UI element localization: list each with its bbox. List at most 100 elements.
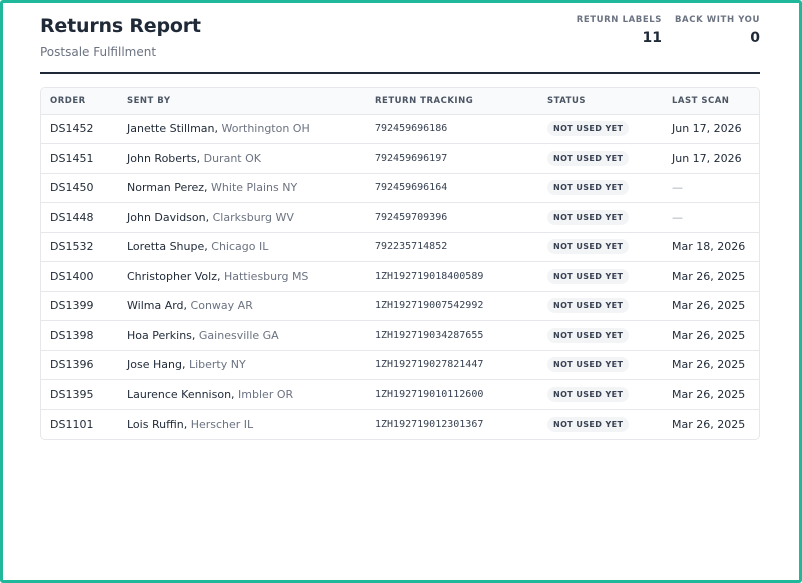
- return-tracking-number[interactable]: 792459696186: [375, 123, 448, 135]
- sender-comma: ,: [205, 210, 213, 224]
- return-tracking-number[interactable]: 1ZH192719027821447: [375, 359, 484, 371]
- order-id[interactable]: DS1400: [50, 269, 94, 283]
- table-row[interactable]: DS1451 John Roberts, Durant OK 79245969619…: [41, 144, 759, 174]
- column-header-sent-by[interactable]: SENT BY: [118, 88, 366, 115]
- status-badge: NOT USED YET: [547, 239, 630, 255]
- table-row[interactable]: DS1399 Wilma Ard, Conway AR 1ZH19271900754…: [41, 291, 759, 321]
- sender-name: John Davidson: [127, 210, 206, 224]
- sender-name: Christopher Volz: [127, 269, 217, 283]
- return-tracking-number[interactable]: 1ZH192719012301367: [375, 418, 484, 430]
- last-scan-date: Mar 26, 2025: [672, 269, 746, 283]
- order-id[interactable]: DS1398: [50, 328, 94, 342]
- last-scan-date: Jun 17, 2026: [672, 122, 742, 136]
- status-cell: NOT USED YET: [538, 144, 663, 174]
- column-header-last-scan[interactable]: LAST SCAN: [663, 88, 759, 115]
- order-id[interactable]: DS1448: [50, 210, 94, 224]
- order-id[interactable]: DS1532: [50, 240, 94, 254]
- sender-comma: ,: [214, 122, 222, 136]
- return-tracking-number[interactable]: 792459696164: [375, 182, 448, 194]
- status-badge: NOT USED YET: [547, 180, 630, 196]
- return-tracking-number[interactable]: 1ZH192719034287655: [375, 329, 484, 341]
- status-badge: NOT USED YET: [547, 209, 630, 225]
- sender-name: Laurence Kennison: [127, 387, 232, 401]
- table-row[interactable]: DS1101 Lois Ruffin, Herscher IL 1ZH1927190…: [41, 409, 759, 439]
- sent-by-cell: Loretta Shupe, Chicago IL: [118, 232, 366, 262]
- return-tracking-number[interactable]: 1ZH192719018400589: [375, 270, 484, 282]
- last-scan-date: —: [672, 181, 683, 195]
- sender-name: Janette Stillman: [127, 122, 215, 136]
- sender-comma: ,: [183, 417, 191, 431]
- page-title: Returns Report: [40, 15, 201, 37]
- status-badge: NOT USED YET: [547, 327, 630, 343]
- column-header-return-tracking[interactable]: RETURN TRACKING: [366, 88, 538, 115]
- sent-by-cell: John Roberts, Durant OK: [118, 144, 366, 174]
- sent-by-cell: Norman Perez, White Plains NY: [118, 173, 366, 203]
- status-badge: NOT USED YET: [547, 268, 630, 284]
- table-row[interactable]: DS1450 Norman Perez, White Plains NY 79245…: [41, 173, 759, 203]
- status-badge: NOT USED YET: [547, 357, 630, 373]
- last-scan-date: Mar 26, 2025: [672, 387, 746, 401]
- table-row[interactable]: DS1452 Janette Stillman, Worthington OH 79…: [41, 114, 759, 144]
- page-subtitle: Postsale Fulfillment: [40, 45, 157, 59]
- status-badge: NOT USED YET: [547, 298, 630, 314]
- return-tracking-number[interactable]: 1ZH192719010112600: [375, 388, 484, 400]
- sender-comma: ,: [196, 151, 204, 165]
- sender-name: Loretta Shupe: [127, 240, 205, 254]
- sender-comma: ,: [183, 299, 191, 313]
- sent-by-cell: Christopher Volz, Hattiesburg MS: [118, 262, 366, 292]
- sent-by-cell: John Davidson, Clarksburg WV: [118, 203, 366, 233]
- status-cell: NOT USED YET: [538, 232, 663, 262]
- order-id[interactable]: DS1451: [50, 151, 94, 165]
- status-badge: NOT USED YET: [547, 121, 630, 137]
- last-scan-date: Mar 18, 2026: [672, 240, 746, 254]
- status-cell: NOT USED YET: [538, 291, 663, 321]
- status-cell: NOT USED YET: [538, 203, 663, 233]
- sent-by-cell: Jose Hang, Liberty NY: [118, 350, 366, 380]
- order-id[interactable]: DS1452: [50, 122, 94, 136]
- status-cell: NOT USED YET: [538, 173, 663, 203]
- sender-location: Hattiesburg MS: [223, 269, 309, 283]
- sender-location: Chicago IL: [211, 240, 269, 254]
- header-divider: [40, 72, 760, 74]
- sender-location: Gainesville GA: [198, 328, 279, 342]
- sent-by-cell: Wilma Ard, Conway AR: [118, 291, 366, 321]
- sender-name: Jose Hang: [127, 358, 182, 372]
- table-row[interactable]: DS1398 Hoa Perkins, Gainesville GA 1ZH1927…: [41, 321, 759, 350]
- return-tracking-number[interactable]: 792235714852: [375, 241, 448, 253]
- table-row[interactable]: DS1395 Laurence Kennison, Imbler OR 1ZH192…: [41, 380, 759, 410]
- last-scan-date: Mar 26, 2025: [672, 299, 746, 313]
- column-header-order[interactable]: ORDER: [41, 88, 118, 115]
- status-cell: NOT USED YET: [538, 380, 663, 410]
- status-cell: NOT USED YET: [538, 409, 663, 439]
- order-id[interactable]: DS1399: [50, 299, 94, 313]
- sender-comma: ,: [191, 328, 199, 342]
- return-tracking-number[interactable]: 792459696197: [375, 152, 448, 164]
- table-body: DS1452 Janette Stillman, Worthington OH 79…: [41, 114, 759, 439]
- return-tracking-number[interactable]: 1ZH192719007542992: [375, 300, 484, 312]
- sender-location: White Plains NY: [211, 181, 298, 195]
- sender-comma: ,: [204, 181, 212, 195]
- order-id[interactable]: DS1101: [50, 417, 94, 431]
- sender-comma: ,: [216, 269, 224, 283]
- sender-comma: ,: [204, 240, 212, 254]
- table-row[interactable]: DS1448 John Davidson, Clarksburg WV 792459…: [41, 203, 759, 233]
- report-header: Returns Report Postsale Fulfillment RETU…: [40, 15, 760, 75]
- order-id[interactable]: DS1450: [50, 181, 94, 195]
- order-id[interactable]: DS1396: [50, 358, 94, 372]
- sender-location: Imbler OR: [238, 387, 294, 401]
- last-scan-date: Mar 26, 2025: [672, 417, 746, 431]
- return-labels-stat-label: RETURN LABELS: [576, 15, 662, 25]
- status-badge: NOT USED YET: [547, 416, 630, 432]
- last-scan-date: —: [672, 210, 683, 224]
- last-scan-date: Mar 26, 2025: [672, 328, 746, 342]
- table-row[interactable]: DS1396 Jose Hang, Liberty NY 1ZH1927190278…: [41, 350, 759, 380]
- table-row[interactable]: DS1400 Christopher Volz, Hattiesburg MS 1Z…: [41, 262, 759, 292]
- order-id[interactable]: DS1395: [50, 387, 94, 401]
- return-tracking-number[interactable]: 792459709396: [375, 211, 448, 223]
- table-row[interactable]: DS1532 Loretta Shupe, Chicago IL 792235714…: [41, 232, 759, 262]
- column-header-status[interactable]: STATUS: [538, 88, 663, 115]
- sender-location: Liberty NY: [188, 358, 246, 372]
- sender-comma: ,: [231, 387, 239, 401]
- back-with-you-stat: BACK WITH YOU 0: [675, 15, 760, 46]
